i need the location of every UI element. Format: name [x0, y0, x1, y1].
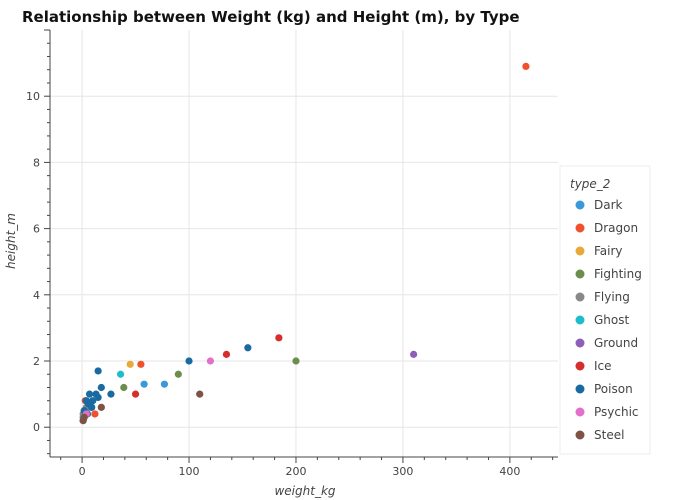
y-tick-label: 8 — [33, 156, 40, 169]
data-point — [94, 367, 102, 375]
x-tick-label: 0 — [79, 465, 86, 478]
x-tick-label: 100 — [179, 465, 200, 478]
legend-marker — [575, 223, 585, 233]
data-point — [196, 390, 204, 398]
chart-axes: 0 100 200 300 400 0 2 4 6 8 10 — [26, 29, 558, 478]
legend-marker — [575, 200, 585, 210]
data-point — [160, 380, 169, 388]
data-point — [292, 357, 300, 365]
legend-label: Poison — [594, 382, 633, 396]
legend-marker — [575, 384, 585, 394]
chart-grid — [50, 30, 558, 457]
data-point — [97, 383, 105, 392]
data-point — [137, 360, 145, 368]
y-tick-label: 6 — [33, 223, 40, 236]
data-point — [88, 403, 96, 411]
data-point — [82, 397, 90, 405]
legend-box — [559, 165, 651, 455]
data-point — [410, 350, 418, 358]
legend-label: Steel — [594, 428, 624, 442]
data-point — [131, 390, 140, 398]
data-point — [244, 344, 252, 352]
y-axis-label: height_m — [4, 213, 18, 269]
legend-label: Ground — [594, 336, 638, 350]
data-point — [174, 370, 182, 378]
data-point — [94, 393, 102, 402]
legend-label: Ice — [594, 359, 612, 373]
legend-marker — [575, 361, 585, 371]
data-point — [140, 380, 148, 388]
legend-marker — [575, 269, 585, 279]
legend-marker — [575, 315, 585, 325]
data-point — [206, 357, 215, 365]
data-point — [91, 410, 99, 418]
x-tick-label: 400 — [499, 465, 520, 478]
data-point — [120, 383, 128, 392]
legend-marker — [575, 407, 585, 417]
legend-label: Fighting — [594, 267, 642, 281]
y-tick-label: 10 — [26, 90, 40, 103]
y-tick-label: 2 — [33, 355, 40, 368]
legend-marker — [575, 292, 585, 302]
data-point — [85, 390, 94, 398]
y-tick-label: 4 — [33, 289, 40, 302]
legend-label: Dragon — [594, 221, 638, 235]
data-point — [222, 350, 231, 358]
legend-label: Psychic — [594, 405, 639, 419]
legend-label: Fairy — [594, 244, 623, 258]
data-point — [185, 357, 193, 365]
legend-title: type_2 — [570, 177, 610, 191]
data-point — [97, 403, 105, 411]
legend-marker — [575, 338, 585, 348]
legend-marker — [575, 246, 585, 256]
data-point — [107, 390, 115, 398]
legend-marker — [575, 430, 585, 440]
chart-legend: type_2 Dark Dragon Fairy Fighting Flying Ghos… — [559, 165, 651, 455]
data-point — [116, 370, 125, 378]
chart-title: Relationship between Weight (kg) and Hei… — [22, 8, 520, 26]
x-axis-label: weight_kg — [274, 484, 335, 498]
data-point — [522, 62, 530, 71]
chart-points — [79, 62, 530, 425]
data-point — [79, 416, 87, 425]
legend-label: Flying — [594, 290, 630, 304]
legend-label: Dark — [594, 198, 623, 212]
x-tick-label: 200 — [285, 465, 306, 478]
y-tick-label: 0 — [33, 421, 40, 434]
data-point — [126, 360, 134, 368]
data-point — [275, 334, 283, 342]
x-tick-label: 300 — [392, 465, 413, 478]
legend-label: Ghost — [594, 313, 629, 327]
